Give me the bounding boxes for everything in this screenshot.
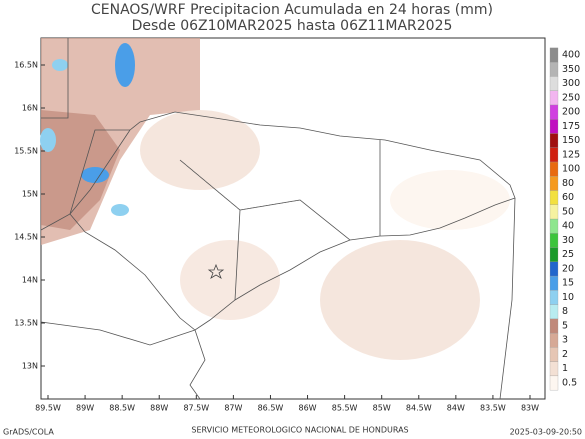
lat-label: 16N: [22, 104, 38, 113]
map-area: [40, 37, 546, 400]
lat-label: 14.5N: [14, 233, 38, 242]
precip-area: [115, 43, 135, 87]
lon-label: 83.5W: [480, 404, 506, 413]
precip-area: [180, 240, 280, 320]
lat-label: 15.5N: [14, 147, 38, 156]
colorbar-cell: [549, 47, 559, 63]
precip-area: [41, 110, 120, 230]
colorbar-label: 15: [562, 278, 574, 289]
lon-label: 85.5W: [332, 404, 358, 413]
footer-center: SERVICIO METEOROLOGICO NACIONAL DE HONDU…: [191, 426, 408, 435]
precip-area: [40, 128, 56, 152]
lon-label: 89W: [76, 404, 94, 413]
colorbar-cell: [549, 332, 559, 348]
lat-label: 16.5N: [14, 61, 38, 70]
colorbar-label: 30: [562, 235, 574, 246]
footer-right: 2025-03-09-20:50: [510, 428, 582, 437]
lat-label: 13N: [22, 362, 38, 371]
colorbar-cell: [549, 275, 559, 291]
colorbar-label: 125: [562, 149, 580, 160]
colorbar-label: 0.5: [562, 378, 577, 389]
colorbar-label: 175: [562, 121, 580, 132]
precip-area: [111, 204, 129, 216]
colorbar-cell: [549, 290, 559, 305]
colorbar-label: 150: [562, 135, 580, 146]
colorbar-cell: [549, 190, 559, 205]
colorbar-label: 3: [562, 335, 568, 346]
colorbar-cell: [549, 176, 559, 191]
lon-label: 84.5W: [406, 404, 432, 413]
colorbar-label: 8: [562, 306, 568, 317]
colorbar-label: 250: [562, 92, 580, 103]
colorbar-label: 400: [562, 50, 580, 61]
lon-label: 87.5W: [183, 404, 209, 413]
colorbar-cell: [549, 90, 559, 106]
colorbar-label: 60: [562, 192, 574, 203]
colorbar-cell: [549, 147, 559, 163]
capital-marker: [207, 263, 225, 279]
precip-area: [81, 167, 109, 183]
colorbar-cell: [549, 361, 559, 377]
lon-label: 84W: [447, 404, 465, 413]
colorbar-cell: [549, 218, 559, 234]
colorbar-cell: [549, 104, 559, 120]
precip-area: [320, 240, 480, 360]
lon-label: 86W: [298, 404, 316, 413]
colorbar-label: 10: [562, 292, 574, 303]
colorbar-label: 100: [562, 164, 580, 175]
precip-area: [52, 59, 68, 71]
colorbar-label: 5: [562, 320, 568, 331]
lat-label: 13.5N: [14, 319, 38, 328]
lon-label: 88.5W: [109, 404, 135, 413]
lon-labels: 89.5W 89W 88.5W 88W 87.5W 87W 86.5W 86W 85.5W 85W…: [35, 395, 539, 413]
lon-label: 85W: [373, 404, 391, 413]
colorbar-cell: [549, 261, 559, 277]
country-border: [40, 38, 196, 346]
lon-label: 89.5W: [35, 404, 61, 413]
colorbar-cell: [549, 76, 559, 91]
footer-left: GrADS/COLA: [3, 428, 54, 437]
colorbar-cell: [549, 161, 559, 177]
colorbar: 0.5 1 2 3 5 8 10 15 20 25 30 40 50 60 80 100 125 150 175 20…: [549, 47, 580, 391]
colorbar-label: 200: [562, 107, 580, 118]
colorbar-cell: [549, 119, 559, 134]
lon-label: 83W: [521, 404, 539, 413]
precip-area: [390, 170, 510, 230]
coastline: [189, 197, 516, 400]
colorbar-label: 80: [562, 178, 574, 189]
colorbar-cell: [549, 375, 559, 391]
colorbar-label: 350: [562, 64, 580, 75]
colorbar-label: 1: [562, 363, 568, 374]
department-border: [179, 140, 381, 301]
colorbar-label: 40: [562, 221, 574, 232]
colorbar-cell: [549, 204, 559, 220]
colorbar-cell: [549, 61, 559, 77]
colorbar-label: 2: [562, 349, 568, 360]
colorbar-cell: [549, 318, 559, 334]
colorbar-cell: [549, 133, 559, 148]
lon-label: 88W: [150, 404, 168, 413]
colorbar-label: 50: [562, 206, 574, 217]
colorbar-cell: [549, 247, 559, 262]
lat-label: 15N: [22, 190, 38, 199]
colorbar-cell: [549, 304, 559, 319]
colorbar-label: 20: [562, 263, 574, 274]
subtitle: Desde 06Z10MAR2025 hasta 06Z11MAR2025: [132, 18, 453, 34]
lon-label: 87W: [224, 404, 242, 413]
lat-label: 14N: [22, 276, 38, 285]
lat-labels: 16.5N 16N 15.5N 15N 14.5N 14N 13.5N 13N: [14, 61, 45, 371]
colorbar-label: 25: [562, 249, 574, 260]
colorbar-label: 300: [562, 78, 580, 89]
colorbar-cell: [549, 347, 559, 362]
lon-label: 86.5W: [258, 404, 284, 413]
precip-area: [140, 110, 260, 190]
colorbar-cell: [549, 233, 559, 248]
title: CENAOS/WRF Precipitacion Acumulada en 24…: [91, 2, 493, 18]
